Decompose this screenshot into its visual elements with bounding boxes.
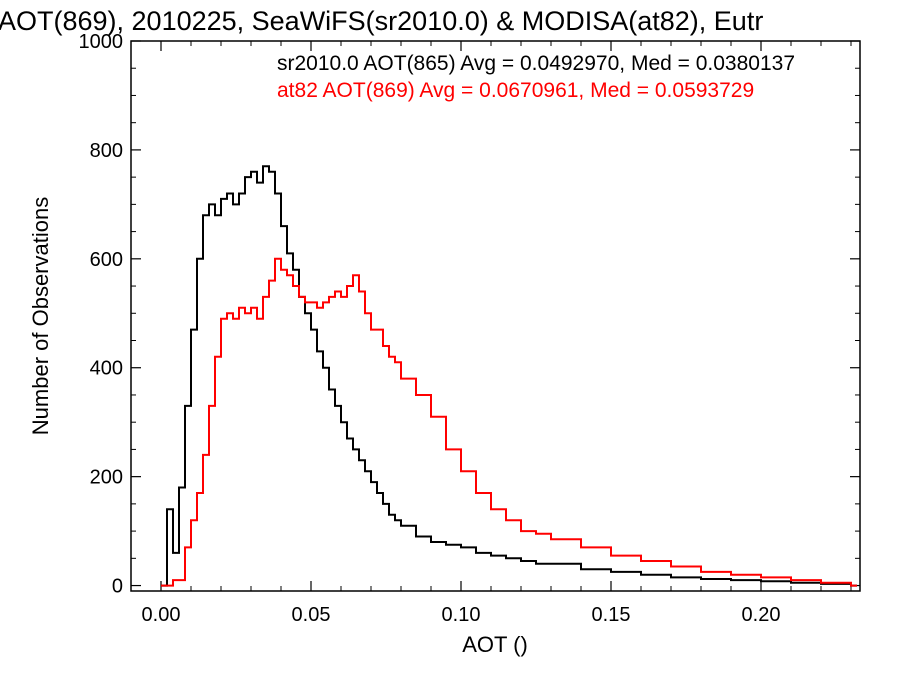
x-tick-label: 0.05	[292, 604, 331, 626]
chart-title: AOT(869), 2010225, SeaWiFS(sr2010.0) & M…	[0, 6, 763, 36]
y-tick-label: 800	[90, 140, 123, 162]
x-tick-label: 0.00	[142, 604, 181, 626]
plot-frame	[130, 40, 861, 592]
axes-layer: 0.00 0.05 0.10 0.15 0.20 0 200 400 600 800 1000	[79, 31, 860, 626]
legend-entry-sr2010: sr2010.0 AOT(865) Avg = 0.0492970, Med =…	[277, 52, 795, 75]
y-tick-label: 600	[90, 249, 123, 271]
series-layer	[161, 165, 857, 587]
y-tick-label: 200	[90, 467, 123, 489]
x-axis-label: AOT ()	[462, 632, 528, 657]
x-tick-label: 0.10	[442, 604, 481, 626]
series-line-1	[161, 257, 857, 587]
series-line-0	[161, 165, 857, 587]
legend-entry-at82: at82 AOT(869) Avg = 0.0670961, Med = 0.0…	[277, 79, 754, 102]
x-tick-label: 0.20	[742, 604, 781, 626]
y-axis-label: Number of Observations	[28, 197, 53, 435]
y-tick-label: 1000	[79, 31, 124, 53]
y-tick-label: 400	[90, 358, 123, 380]
x-tick-label: 0.15	[592, 604, 631, 626]
y-tick-label: 0	[112, 576, 123, 598]
